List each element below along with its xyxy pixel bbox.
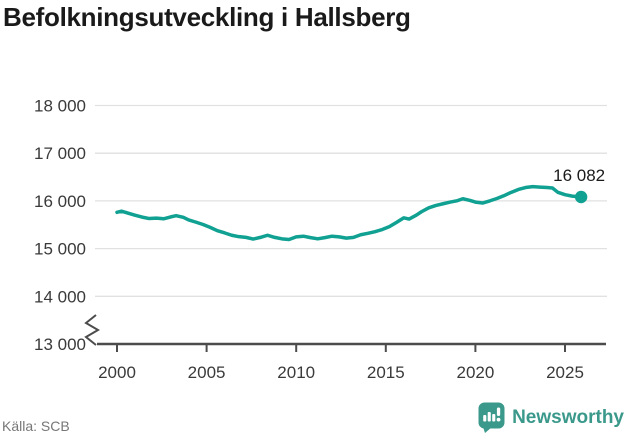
newsworthy-wordmark: Newsworthy	[512, 407, 624, 428]
x-tick-label: 2005	[188, 363, 226, 382]
chart-title: Befolkningsutveckling i Hallsberg	[3, 2, 411, 32]
x-tick-label: 2015	[367, 363, 405, 382]
y-tick-label: 15 000	[34, 240, 86, 259]
y-tick-label: 18 000	[34, 97, 86, 116]
source-label: Källa: SCB	[2, 418, 70, 434]
x-tick-label: 2025	[546, 363, 584, 382]
last-value-label: 16 082	[553, 166, 605, 185]
last-point-marker	[574, 190, 588, 204]
x-tick-label: 2000	[98, 363, 136, 382]
y-tick-label: 13 000	[34, 335, 86, 354]
axis-break-icon	[84, 314, 100, 346]
y-tick-label: 17 000	[34, 144, 86, 163]
y-tick-label: 16 000	[34, 192, 86, 211]
y-tick-label: 14 000	[34, 287, 86, 306]
population-series-line	[115, 184, 583, 242]
newsworthy-bubble-chart-icon	[478, 402, 505, 433]
x-tick-label: 2010	[277, 363, 315, 382]
newsworthy-logo-link[interactable]: Newsworthy	[478, 402, 624, 433]
x-tick-label: 2020	[456, 363, 494, 382]
population-line-chart: 13 000 14 000 15 000 16 000 17 000 18 000 2000…	[34, 97, 607, 382]
